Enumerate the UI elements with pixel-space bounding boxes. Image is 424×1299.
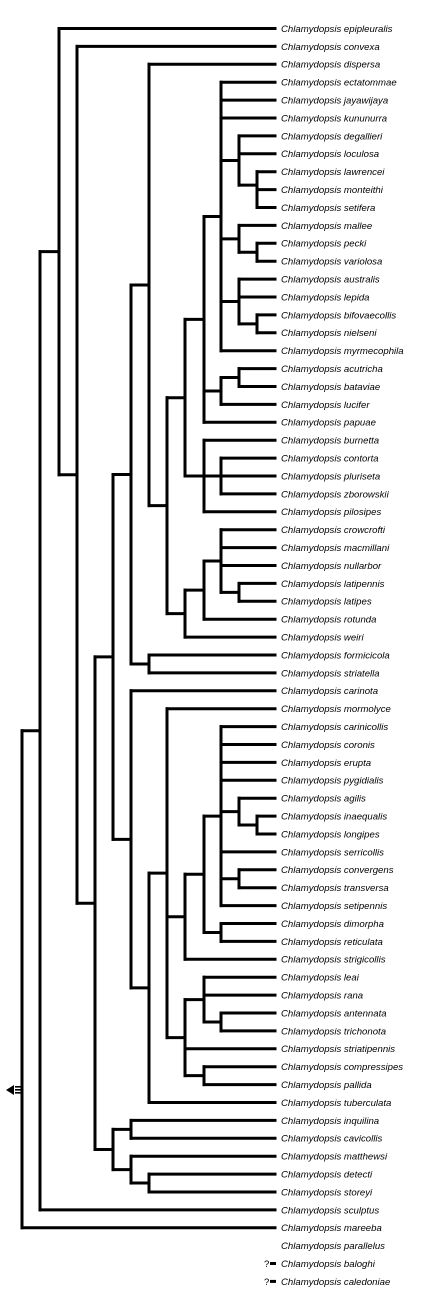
- taxon-label: Chlamydopsis mormolyce: [281, 704, 391, 715]
- taxon-label: Chlamydopsis mallee: [281, 221, 372, 232]
- taxon-label: Chlamydopsis leai: [281, 973, 360, 984]
- taxon-label: Chlamydopsis striatipennis: [281, 1044, 395, 1055]
- taxon-label: Chlamydopsis reticulata: [281, 937, 383, 948]
- question-mark-icon: ?: [264, 1277, 269, 1288]
- taxon-label: Chlamydopsis monteithi: [281, 185, 384, 196]
- taxon-label: Chlamydopsis pecki: [281, 239, 367, 250]
- taxon-label: Chlamydopsis rana: [281, 991, 363, 1002]
- taxon-label: Chlamydopsis ectatommae: [281, 78, 397, 89]
- collapse-arrow-icon[interactable]: [6, 1085, 22, 1095]
- taxon-label: Chlamydopsis myrmecophila: [281, 346, 404, 357]
- taxon-label: Chlamydopsis lepida: [281, 292, 370, 303]
- taxon-label: Chlamydopsis jayawijaya: [281, 96, 388, 107]
- taxon-label: Chlamydopsis coronis: [281, 740, 375, 751]
- taxon-label: Chlamydopsis pallida: [281, 1080, 372, 1091]
- taxon-label: Chlamydopsis burnetta: [281, 436, 379, 447]
- taxon-label: Chlamydopsis australis: [281, 275, 380, 286]
- unplaced-bar-icon: [270, 1262, 276, 1265]
- taxon-label: Chlamydopsis matthewsi: [281, 1152, 388, 1163]
- taxon-label: Chlamydopsis agilis: [281, 794, 366, 805]
- unplaced-taxa: ? Chlamydopsis baloghi? Chlamydopsis caled…: [264, 1259, 390, 1288]
- taxon-label: Chlamydopsis storeyi: [281, 1187, 373, 1198]
- taxon-label: Chlamydopsis lawrencei: [281, 167, 385, 178]
- taxon-label: Chlamydopsis loculosa: [281, 149, 379, 160]
- taxon-label: Chlamydopsis formicicola: [281, 650, 390, 661]
- taxon-label: Chlamydopsis striatella: [281, 668, 380, 679]
- taxon-label: Chlamydopsis carinicollis: [281, 722, 388, 733]
- taxon-label: Chlamydopsis strigicollis: [281, 955, 386, 966]
- taxon-label: Chlamydopsis nullarbor: [281, 561, 382, 572]
- taxon-label: Chlamydopsis epipleuralis: [281, 24, 393, 35]
- taxon-label: Chlamydopsis weiri: [281, 633, 365, 644]
- taxon-label: Chlamydopsis dimorpha: [281, 919, 384, 930]
- taxon-label: Chlamydopsis crowcrofti: [281, 525, 386, 536]
- taxon-label: Chlamydopsis contorta: [281, 454, 379, 465]
- taxon-label: Chlamydopsis degallieri: [281, 131, 383, 142]
- taxon-label: Chlamydopsis latipennis: [281, 579, 385, 590]
- taxon-label: Chlamydopsis longipes: [281, 829, 380, 840]
- taxon-label: Chlamydopsis macmillani: [281, 543, 390, 554]
- taxon-label: Chlamydopsis setifera: [281, 203, 375, 214]
- taxon-label: Chlamydopsis convergens: [281, 865, 394, 876]
- unplaced-taxon-label: Chlamydopsis caledoniae: [281, 1277, 390, 1288]
- taxon-label: Chlamydopsis transversa: [281, 883, 389, 894]
- taxon-label: Chlamydopsis pygidialis: [281, 776, 384, 787]
- taxon-label: Chlamydopsis pilosipes: [281, 507, 381, 518]
- tree-branches: [20, 27, 277, 1230]
- taxon-label: Chlamydopsis variolosa: [281, 257, 382, 268]
- taxon-label: Chlamydopsis papuae: [281, 418, 376, 429]
- taxon-label: Chlamydopsis antennata: [281, 1008, 387, 1019]
- taxon-label: Chlamydopsis serricollis: [281, 847, 384, 858]
- taxon-label: Chlamydopsis pluriseta: [281, 471, 380, 482]
- taxon-label: Chlamydopsis convexa: [281, 42, 380, 53]
- taxon-label: Chlamydopsis detecti: [281, 1170, 373, 1181]
- taxon-label: Chlamydopsis mareeba: [281, 1223, 382, 1234]
- taxon-label: Chlamydopsis nielseni: [281, 328, 377, 339]
- taxon-label: Chlamydopsis setipennis: [281, 901, 387, 912]
- taxon-label: Chlamydopsis tuberculata: [281, 1098, 391, 1109]
- taxon-label: Chlamydopsis parallelus: [281, 1241, 385, 1252]
- taxon-label: Chlamydopsis inquilina: [281, 1116, 379, 1127]
- taxon-label: Chlamydopsis trichonota: [281, 1026, 386, 1037]
- unplaced-bar-icon: [270, 1279, 276, 1283]
- taxon-label: Chlamydopsis latipes: [281, 597, 372, 608]
- taxon-label: Chlamydopsis zborowskii: [281, 489, 390, 500]
- taxon-label: Chlamydopsis dispersa: [281, 60, 380, 71]
- question-mark-icon: ?: [264, 1259, 269, 1270]
- taxon-label: Chlamydopsis erupta: [281, 758, 371, 769]
- taxon-label: Chlamydopsis cavicollis: [281, 1134, 383, 1145]
- taxon-label: Chlamydopsis bataviae: [281, 382, 380, 393]
- unplaced-taxon-label: Chlamydopsis baloghi: [281, 1259, 376, 1270]
- taxon-label: Chlamydopsis kununurra: [281, 113, 387, 124]
- taxon-label: Chlamydopsis acutricha: [281, 364, 383, 375]
- taxon-label: Chlamydopsis compressipes: [281, 1062, 403, 1073]
- taxon-label: Chlamydopsis carinota: [281, 686, 378, 697]
- taxon-labels: Chlamydopsis epipleuralis Chlamydopsis co…: [281, 24, 404, 1252]
- taxon-label: Chlamydopsis sculptus: [281, 1205, 379, 1216]
- taxon-label: Chlamydopsis bifovaecollis: [281, 310, 396, 321]
- taxon-label: Chlamydopsis rotunda: [281, 615, 376, 626]
- taxon-label: Chlamydopsis lucifer: [281, 400, 370, 411]
- taxon-label: Chlamydopsis inaequalis: [281, 812, 387, 823]
